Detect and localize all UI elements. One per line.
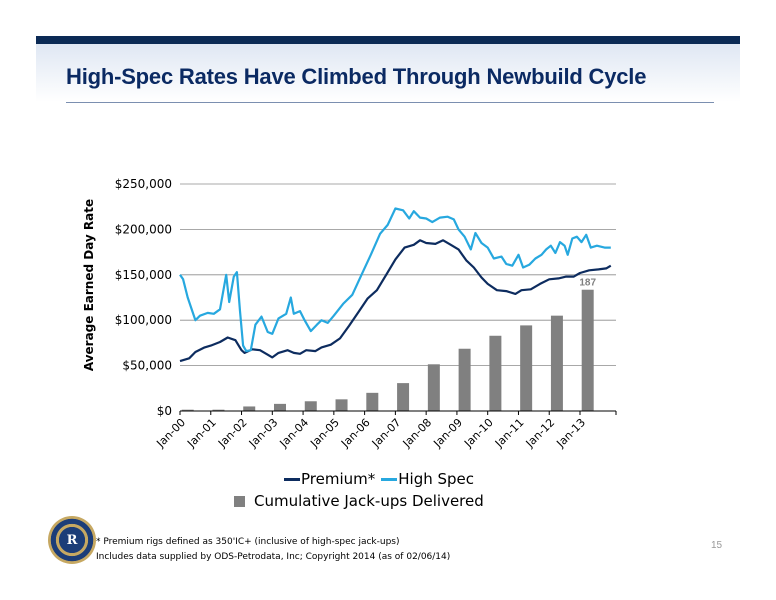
y-tick-label: $150,000 xyxy=(115,268,172,282)
chart-lines xyxy=(179,207,612,363)
bar xyxy=(520,325,533,411)
bar xyxy=(489,335,502,411)
bar xyxy=(581,289,594,411)
y-tick-label: $100,000 xyxy=(115,313,172,327)
series-line xyxy=(179,239,612,363)
bar xyxy=(304,401,317,411)
x-tick-label: Jan-00 xyxy=(154,416,189,451)
title-divider xyxy=(66,102,714,103)
y-tick-label: $0 xyxy=(157,404,172,418)
footnote-premium-definition: * Premium rigs defined as 350'IC+ (inclu… xyxy=(96,537,400,547)
y-tick-label: $50,000 xyxy=(122,359,172,373)
x-tick-label: Jan-07 xyxy=(369,416,404,451)
chart-gridlines xyxy=(180,183,616,367)
high-spec-legend-swatch xyxy=(381,477,398,481)
bar xyxy=(274,403,286,411)
bar xyxy=(243,406,256,411)
premium-legend-swatch xyxy=(284,477,300,481)
high-spec-legend-label: High Spec xyxy=(398,470,475,488)
logo-letter: R xyxy=(66,532,78,548)
title-band xyxy=(36,44,740,102)
x-tick-label: Jan-10 xyxy=(461,416,496,451)
x-tick-label: Jan-03 xyxy=(246,416,281,451)
bar-annotation: 187 xyxy=(579,278,596,289)
y-tick-label: $250,000 xyxy=(115,177,172,191)
header-bar xyxy=(36,36,740,44)
jackups-legend-label: Cumulative Jack-ups Delivered xyxy=(254,492,484,510)
x-tick-label: Jan-04 xyxy=(277,416,312,451)
chart-bars xyxy=(181,289,594,411)
bar xyxy=(550,315,563,411)
x-tick-label: Jan-09 xyxy=(430,416,465,451)
x-tick-label: Jan-01 xyxy=(184,416,219,451)
bar xyxy=(458,348,471,411)
x-tick-label: Jan-02 xyxy=(215,416,250,451)
page-number: 15 xyxy=(711,540,723,551)
bar xyxy=(366,392,379,411)
x-tick-label: Jan-11 xyxy=(492,416,527,451)
bar xyxy=(335,399,348,411)
chart-axes: $0 $50,000 $100,000 $150,000 $200,000 $250,00… xyxy=(115,177,617,451)
series-line xyxy=(179,207,611,353)
x-tick-label: Jan-05 xyxy=(307,416,342,451)
footnote-source: Includes data supplied by ODS-Petrodata,… xyxy=(96,552,451,562)
x-tick-label: Jan-08 xyxy=(400,416,435,451)
x-tick-label: Jan-12 xyxy=(523,416,558,451)
page-title: High-Spec Rates Have Climbed Through New… xyxy=(66,64,647,89)
y-tick-label: $200,000 xyxy=(115,222,172,236)
bar xyxy=(181,409,194,411)
jackups-legend-swatch xyxy=(234,495,245,507)
x-tick-label: Jan-13 xyxy=(554,416,589,451)
bar xyxy=(212,409,225,411)
bar xyxy=(397,383,410,411)
premium-legend-label: Premium* xyxy=(301,470,376,488)
bar xyxy=(427,364,440,411)
x-tick-label: Jan-06 xyxy=(338,416,373,451)
company-logo: R xyxy=(48,516,96,564)
